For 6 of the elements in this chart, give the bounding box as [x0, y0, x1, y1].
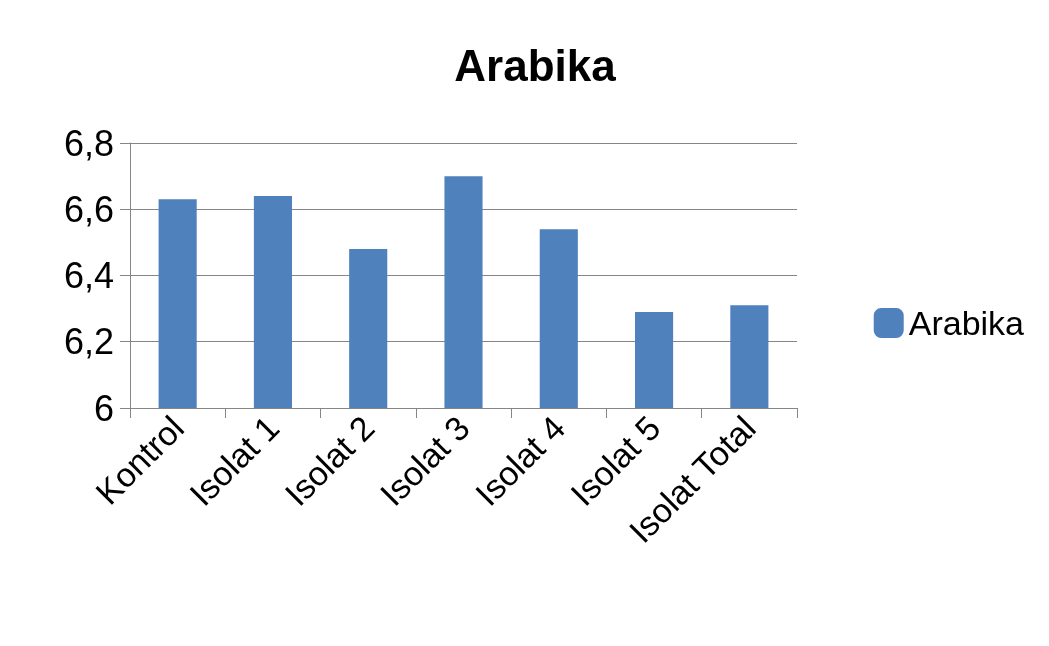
- y-tick-label: 6,8: [63, 122, 114, 164]
- chart-title: Arabika: [454, 40, 617, 90]
- y-tick-label: 6,2: [63, 321, 114, 363]
- y-tick-label: 6,4: [63, 255, 114, 296]
- y-tick-label: 6,6: [63, 188, 114, 230]
- legend-label: Arabika: [908, 304, 1025, 342]
